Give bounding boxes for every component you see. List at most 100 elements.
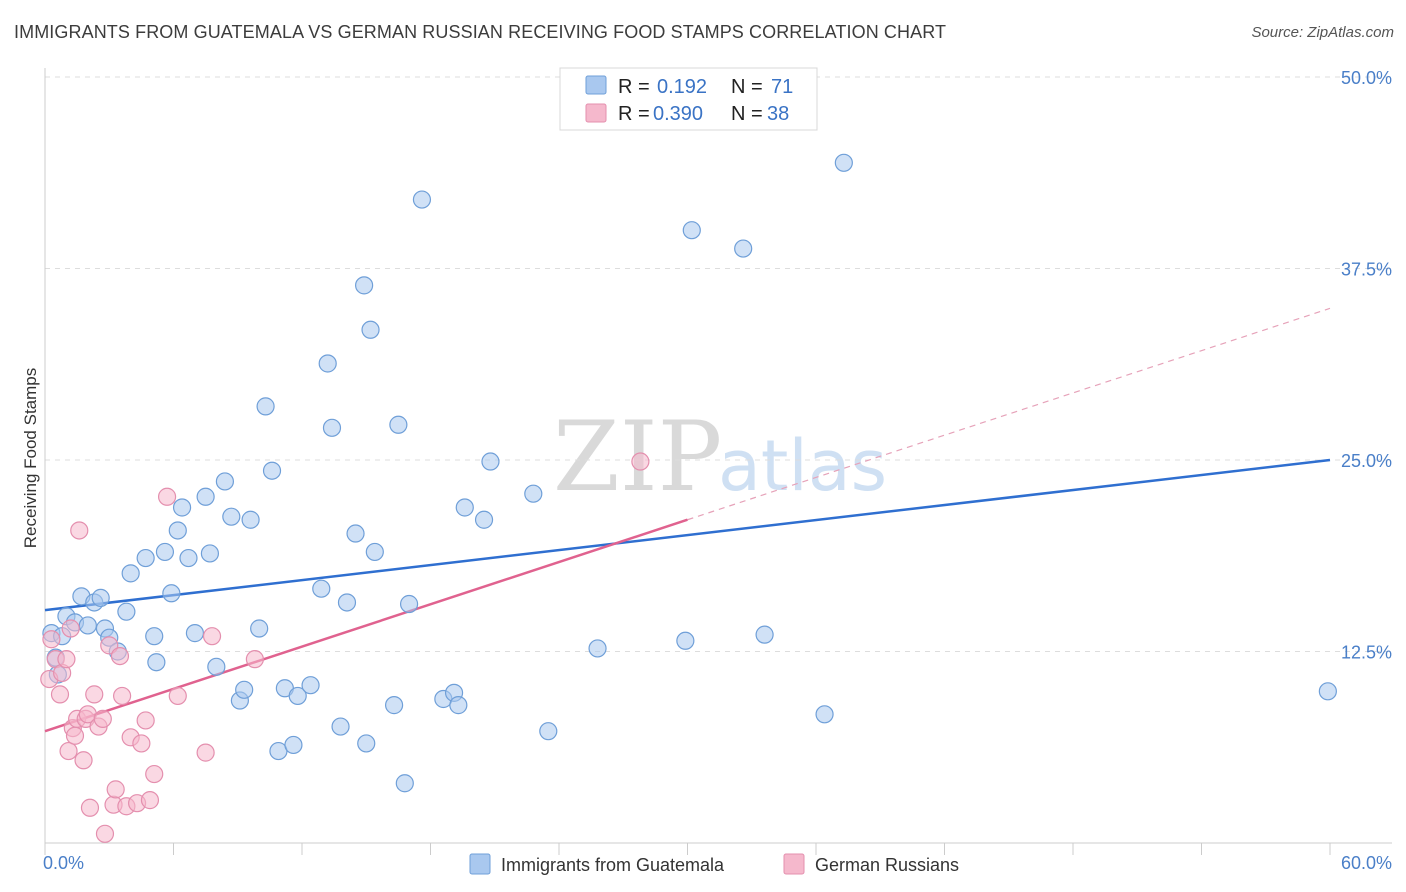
point-german-russians <box>42 630 61 649</box>
point-german-russians <box>70 521 89 540</box>
y-axis-title: Receiving Food Stamps <box>21 368 40 548</box>
point-guatemala <box>168 521 187 540</box>
axes <box>44 68 1392 855</box>
point-guatemala <box>117 602 136 621</box>
x-tick-label-min: 0.0% <box>43 853 84 873</box>
point-german-russians <box>112 686 132 706</box>
legend-n-value-1: 71 <box>771 76 793 98</box>
point-german-russians <box>85 685 104 704</box>
point-guatemala <box>449 696 468 715</box>
point-german-russians <box>61 619 80 638</box>
point-guatemala <box>481 452 500 471</box>
point-guatemala <box>331 717 350 736</box>
point-guatemala <box>734 239 753 258</box>
point-german-russians <box>74 751 93 770</box>
point-guatemala <box>834 153 853 172</box>
point-german-russians <box>65 726 85 745</box>
point-guatemala <box>384 696 404 715</box>
point-guatemala <box>284 735 303 755</box>
point-guatemala <box>357 734 376 753</box>
legend-n-label-2: N = <box>731 103 763 125</box>
point-guatemala <box>361 320 380 339</box>
point-guatemala <box>301 676 320 695</box>
legend-swatch-guatemala <box>585 75 607 95</box>
point-german-russians <box>80 798 100 817</box>
series-legend-swatch-guatemala <box>469 853 491 875</box>
point-guatemala <box>355 276 374 295</box>
trend-line-guatemala <box>44 458 1331 612</box>
point-guatemala <box>412 190 432 209</box>
point-german-russians <box>59 741 78 761</box>
point-guatemala <box>395 774 414 793</box>
legend-n-value-2: 38 <box>767 103 789 125</box>
point-guatemala <box>539 722 558 741</box>
legend-r-label-2: R = <box>618 103 650 125</box>
point-german-russians <box>106 780 125 799</box>
point-german-russians <box>95 824 115 843</box>
point-german-russians <box>136 711 155 730</box>
point-guatemala <box>222 507 241 526</box>
point-german-russians <box>57 650 76 669</box>
point-german-russians <box>202 627 222 646</box>
point-guatemala <box>322 418 342 437</box>
point-guatemala <box>91 588 110 607</box>
point-guatemala <box>262 461 282 480</box>
data-points <box>40 153 1337 843</box>
trend-line-extension-german-russians <box>687 307 1331 521</box>
series-legend-swatch-german-russians <box>783 853 805 875</box>
x-tick-labels: 0.0% 60.0% <box>43 853 1392 873</box>
legend-r-value-1: 0.192 <box>657 76 707 98</box>
point-guatemala <box>337 593 357 612</box>
chart-title: IMMIGRANTS FROM GUATEMALA VS GERMAN RUSS… <box>14 22 947 42</box>
point-guatemala <box>200 544 220 563</box>
point-german-russians <box>631 452 650 471</box>
point-german-russians <box>196 743 215 762</box>
point-german-russians <box>100 636 119 655</box>
point-german-russians <box>145 764 164 784</box>
point-guatemala <box>172 498 192 517</box>
watermark-atlas: atlas <box>718 425 887 507</box>
y-tick-labels: 12.5% 25.0% 37.5% 50.0% <box>1341 68 1392 663</box>
point-german-russians <box>157 487 177 506</box>
point-guatemala <box>196 487 215 506</box>
legend-n-label-1: N = <box>731 76 763 98</box>
trend-lines <box>44 307 1331 733</box>
point-guatemala <box>145 627 164 646</box>
point-guatemala <box>389 415 408 434</box>
point-guatemala <box>288 686 307 706</box>
y-tick-label: 37.5% <box>1341 260 1392 280</box>
point-guatemala <box>235 680 254 699</box>
point-guatemala <box>1318 682 1337 701</box>
point-german-russians <box>132 734 151 753</box>
legend-r-label-1: R = <box>618 76 650 98</box>
point-guatemala <box>312 579 331 598</box>
point-guatemala <box>346 524 365 543</box>
point-guatemala <box>136 548 155 568</box>
point-guatemala <box>524 484 543 503</box>
grid-lines <box>45 76 1392 652</box>
point-guatemala <box>162 584 181 603</box>
point-guatemala <box>78 616 97 635</box>
series-legend-label-german-russians: German Russians <box>815 855 959 875</box>
point-guatemala <box>682 221 701 240</box>
point-german-russians <box>168 686 187 706</box>
point-guatemala <box>185 624 205 643</box>
point-guatemala <box>179 548 198 568</box>
point-guatemala <box>455 498 474 517</box>
legend-r-value-2: 0.390 <box>653 103 703 125</box>
point-guatemala <box>250 619 269 638</box>
point-guatemala <box>147 653 166 672</box>
point-guatemala <box>399 594 419 614</box>
point-guatemala <box>318 354 337 373</box>
point-guatemala <box>121 564 140 583</box>
trend-line-german-russians <box>44 518 688 733</box>
point-german-russians <box>93 709 112 729</box>
point-guatemala <box>241 510 260 529</box>
source-credit: Source: ZipAtlas.com <box>1251 24 1394 41</box>
point-german-russians <box>245 650 264 669</box>
point-guatemala <box>676 631 695 650</box>
x-tick-label-max: 60.0% <box>1341 853 1392 873</box>
y-tick-label: 50.0% <box>1341 68 1392 88</box>
series-legend: Immigrants from Guatemala German Russian… <box>469 853 959 875</box>
